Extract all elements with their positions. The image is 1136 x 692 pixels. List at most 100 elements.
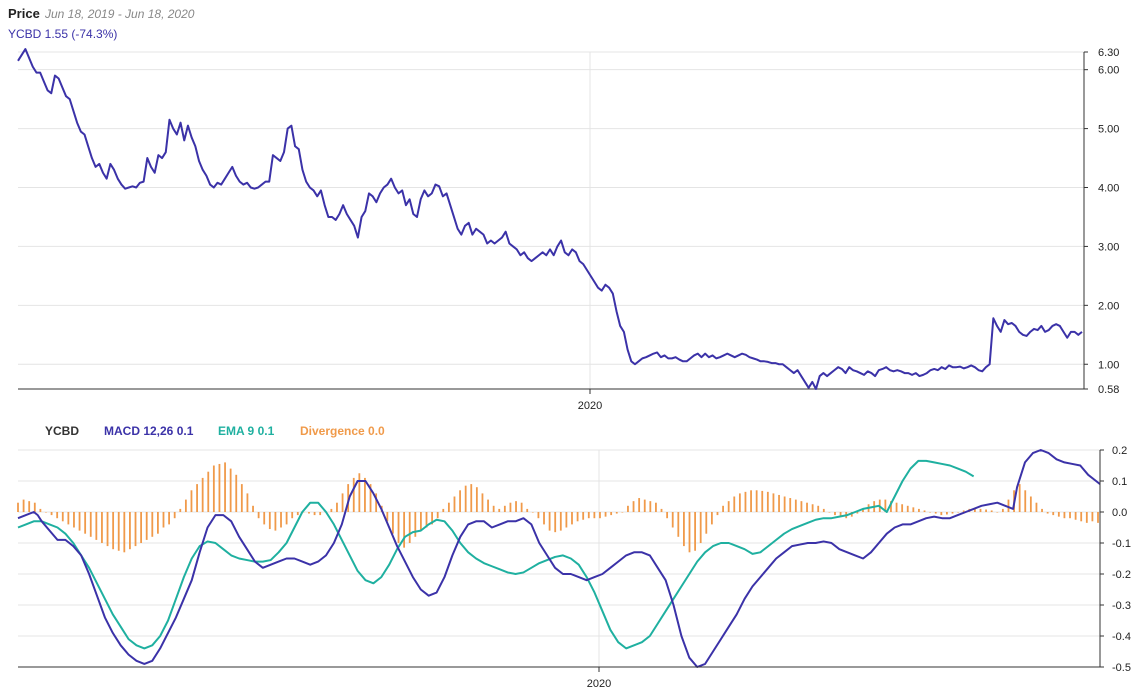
macd-panel: 0.2 0.1 0.0 -0.1 -0.2 -0.3 -0.4 -0.5 2020 [17,445,1131,690]
divergence-bar [576,512,579,522]
divergence-bar [559,512,562,531]
divergence-bar [95,512,98,540]
divergence-bar [129,512,131,550]
divergence-bar [257,512,260,519]
divergence-bar [951,512,954,514]
price-y-tick-label: 6.30 [1098,47,1119,59]
macd-y-tick-label: 0.1 [1112,476,1127,488]
divergence-bar [403,512,406,548]
divergence-bar [397,512,400,543]
divergence-bar [973,508,976,512]
divergence-bar [660,508,663,512]
divergence-bar [274,512,277,531]
divergence-bar [386,512,389,522]
divergence-bar [671,512,674,528]
price-x-tick-label: 2020 [578,400,602,412]
divergence-bar [352,477,355,512]
divergence-bar [716,512,719,516]
divergence-bar [688,512,691,553]
divergence-bar [906,505,909,512]
price-y-tick-label: 5.00 [1098,124,1119,136]
divergence-bar [364,477,366,512]
divergence-bar [341,493,344,512]
divergence-bar [1052,512,1055,516]
divergence-bar [481,493,484,512]
divergence-bar [761,490,764,512]
divergence-bar [548,512,551,531]
price-panel: 6.30 6.00 5.00 4.00 3.00 2.00 1.00 0.58 2020 [17,47,1119,412]
divergence-bar [347,484,350,512]
divergence-bar [1029,496,1032,512]
divergence-bar [291,512,294,519]
divergence-bar [750,490,752,512]
divergence-bar [901,504,904,512]
divergence-bar [526,508,529,512]
divergence-bar [56,512,59,519]
divergence-bar [610,512,613,516]
divergence-bar [252,505,254,512]
price-y-tick-label: 3.00 [1098,241,1119,253]
divergence-bar [806,502,808,512]
divergence-bar [783,496,786,512]
divergence-bar [666,512,669,519]
divergence-bar [313,512,316,516]
divergence-bar [61,512,64,522]
divergence-bar [408,512,411,543]
divergence-bar [73,512,75,528]
divergence-bar [962,510,965,512]
divergence-bar [582,512,585,520]
macd-y-tick-label: -0.4 [1112,631,1131,643]
divergence-bar [990,510,993,512]
divergence-bar [436,512,439,519]
divergence-bar [985,509,987,512]
ema-series-line [17,459,975,650]
divergence-bar [308,512,310,514]
divergence-bar [89,512,92,537]
divergence-bar [940,512,943,516]
divergence-bar [431,512,433,525]
divergence-bar [705,512,708,534]
macd-y-tick-label: -0.5 [1112,662,1131,674]
divergence-bar [929,512,932,513]
divergence-bar [134,512,137,547]
divergence-bar [173,512,176,519]
divergence-bar [1080,512,1083,522]
divergence-bar [425,512,428,528]
divergence-bar [727,501,730,512]
divergence-bar [677,512,680,537]
divergence-bar [912,507,915,512]
divergence-bar [117,512,120,551]
divergence-bar [627,505,629,512]
divergence-bar [794,499,797,512]
divergence-bar [1035,502,1038,512]
legend-macd: MACD 12,26 0.1 [104,424,194,438]
divergence-bar [979,508,982,512]
divergence-bar [196,484,198,512]
divergence-bar [946,512,948,515]
divergence-bar [632,501,635,512]
divergence-bar [296,512,299,516]
divergence-bar [918,508,920,512]
divergence-bar [733,496,736,512]
legend-divergence: Divergence 0.0 [300,424,385,438]
divergence-bar [571,512,573,525]
divergence-bar [811,504,814,512]
divergence-bar [1046,512,1049,514]
divergence-bar [1085,512,1088,523]
divergence-bar [218,463,221,512]
divergence-bar [285,512,288,525]
divergence-bar [638,498,641,512]
divergence-bar [78,512,81,531]
divergence-bar [828,512,831,513]
divergence-bar [140,512,143,543]
macd-series-line [17,449,1101,668]
divergence-bar [280,512,282,528]
divergence-bar [39,508,42,512]
divergence-bar [459,490,461,512]
divergence-bar [957,512,959,513]
price-grid [18,51,1084,390]
divergence-bar [240,484,243,512]
divergence-bar [1097,512,1099,523]
divergence-bar [694,512,696,551]
price-y-axis: 6.30 6.00 5.00 4.00 3.00 2.00 1.00 0.58 [1084,47,1119,396]
